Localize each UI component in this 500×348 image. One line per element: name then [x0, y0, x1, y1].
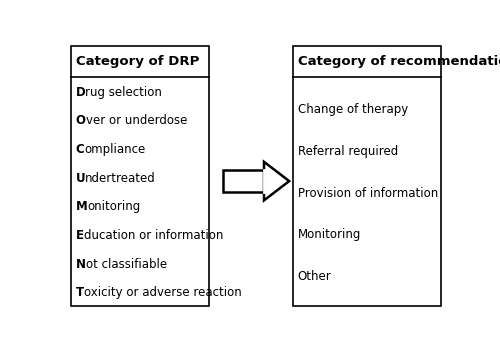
Text: rug selection: rug selection [86, 86, 162, 99]
Text: ndertreated: ndertreated [86, 172, 156, 185]
Text: Change of therapy: Change of therapy [298, 103, 408, 117]
Text: U: U [76, 172, 86, 185]
Text: M: M [76, 200, 88, 213]
Text: oxicity or adverse reaction: oxicity or adverse reaction [84, 286, 241, 299]
Text: Provision of information: Provision of information [298, 187, 438, 200]
Text: Category of recommendation: Category of recommendation [298, 55, 500, 68]
Text: C: C [76, 143, 84, 156]
Text: ver or underdose: ver or underdose [86, 114, 187, 127]
Text: ducation or information: ducation or information [84, 229, 223, 242]
Bar [224, 170, 264, 192]
Text: E: E [76, 229, 84, 242]
Text: Other: Other [298, 270, 332, 283]
Text: ompliance: ompliance [84, 143, 146, 156]
Text: Referral required: Referral required [298, 145, 398, 158]
Text: Monitoring: Monitoring [298, 228, 361, 242]
Text: T: T [76, 286, 84, 299]
Text: D: D [76, 86, 86, 99]
Polygon shape [264, 162, 289, 200]
Text: onitoring: onitoring [88, 200, 141, 213]
Text: ot classifiable: ot classifiable [86, 258, 167, 271]
Text: O: O [76, 114, 86, 127]
Text: Category of DRP: Category of DRP [76, 55, 199, 68]
Bar [293, 46, 441, 306]
Bar [71, 46, 208, 306]
Text: N: N [76, 258, 86, 271]
